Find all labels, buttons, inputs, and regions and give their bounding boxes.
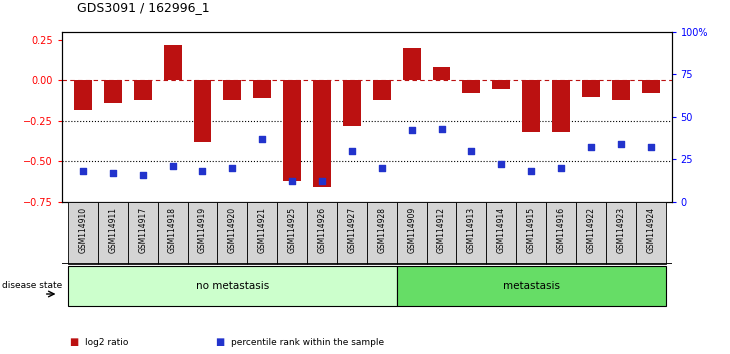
Text: log2 ratio: log2 ratio — [85, 338, 128, 347]
Point — [436, 126, 447, 132]
Bar — [396, 202, 426, 264]
Point — [107, 170, 119, 176]
Bar — [218, 202, 247, 264]
Text: GSM114909: GSM114909 — [407, 207, 416, 253]
Point — [196, 169, 208, 174]
Text: GSM114916: GSM114916 — [556, 207, 566, 253]
Text: GSM114928: GSM114928 — [377, 207, 386, 253]
Bar — [516, 202, 546, 264]
Bar — [134, 80, 152, 100]
Bar — [582, 80, 600, 97]
Bar — [426, 202, 456, 264]
Bar — [367, 202, 396, 264]
Bar — [546, 202, 576, 264]
Bar — [247, 202, 277, 264]
Text: GSM114919: GSM114919 — [198, 207, 207, 253]
Bar — [343, 80, 361, 126]
Point — [556, 165, 567, 171]
Bar — [522, 80, 540, 132]
Text: GSM114927: GSM114927 — [347, 207, 356, 253]
Bar — [612, 80, 630, 100]
Bar — [98, 202, 128, 264]
Bar — [68, 266, 396, 306]
Bar — [337, 202, 367, 264]
Point — [466, 148, 477, 154]
Text: GSM114914: GSM114914 — [497, 207, 506, 253]
Text: GSM114921: GSM114921 — [258, 207, 266, 253]
Bar — [193, 80, 212, 142]
Bar — [313, 80, 331, 187]
Bar — [396, 266, 666, 306]
Text: GSM114922: GSM114922 — [586, 207, 596, 253]
Text: ■: ■ — [69, 337, 79, 347]
Point — [286, 178, 298, 184]
Text: GSM114925: GSM114925 — [288, 207, 296, 253]
Bar — [223, 80, 242, 100]
Bar — [104, 80, 122, 103]
Text: GSM114917: GSM114917 — [138, 207, 147, 253]
Point — [376, 165, 388, 171]
Text: GSM114920: GSM114920 — [228, 207, 237, 253]
Bar — [433, 68, 450, 80]
Text: GDS3091 / 162996_1: GDS3091 / 162996_1 — [77, 1, 210, 14]
Bar — [128, 202, 158, 264]
Text: percentile rank within the sample: percentile rank within the sample — [231, 338, 385, 347]
Bar — [283, 80, 301, 181]
Text: GSM114915: GSM114915 — [526, 207, 536, 253]
Bar — [462, 80, 480, 93]
Point — [346, 148, 358, 154]
Bar — [456, 202, 486, 264]
Bar — [158, 202, 188, 264]
Point — [166, 163, 178, 169]
Text: GSM114926: GSM114926 — [318, 207, 326, 253]
Bar — [253, 80, 272, 98]
Text: GSM114924: GSM114924 — [646, 207, 656, 253]
Bar — [373, 80, 391, 100]
Point — [526, 169, 537, 174]
Point — [316, 178, 328, 184]
Text: GSM114911: GSM114911 — [108, 207, 118, 253]
Point — [645, 144, 656, 150]
Bar — [486, 202, 516, 264]
Bar — [606, 202, 636, 264]
Bar — [492, 80, 510, 88]
Text: disease state: disease state — [2, 281, 63, 290]
Text: GSM114913: GSM114913 — [467, 207, 476, 253]
Text: GSM114918: GSM114918 — [168, 207, 177, 253]
Text: GSM114910: GSM114910 — [78, 207, 88, 253]
Text: GSM114923: GSM114923 — [616, 207, 626, 253]
Bar — [307, 202, 337, 264]
Point — [406, 127, 418, 133]
Text: GSM114912: GSM114912 — [437, 207, 446, 253]
Bar — [277, 202, 307, 264]
Point — [256, 136, 268, 142]
Point — [226, 165, 238, 171]
Bar — [403, 48, 420, 80]
Point — [585, 144, 596, 150]
Point — [77, 169, 89, 174]
Point — [496, 161, 507, 167]
Bar — [74, 80, 92, 109]
Bar — [552, 80, 570, 132]
Text: metastasis: metastasis — [503, 281, 560, 291]
Text: no metastasis: no metastasis — [196, 281, 269, 291]
Bar — [68, 202, 98, 264]
Point — [137, 172, 149, 177]
Bar — [636, 202, 666, 264]
Point — [615, 141, 626, 147]
Bar — [188, 202, 218, 264]
Bar — [576, 202, 606, 264]
Bar — [642, 80, 660, 93]
Text: ■: ■ — [215, 337, 225, 347]
Bar — [164, 45, 182, 80]
